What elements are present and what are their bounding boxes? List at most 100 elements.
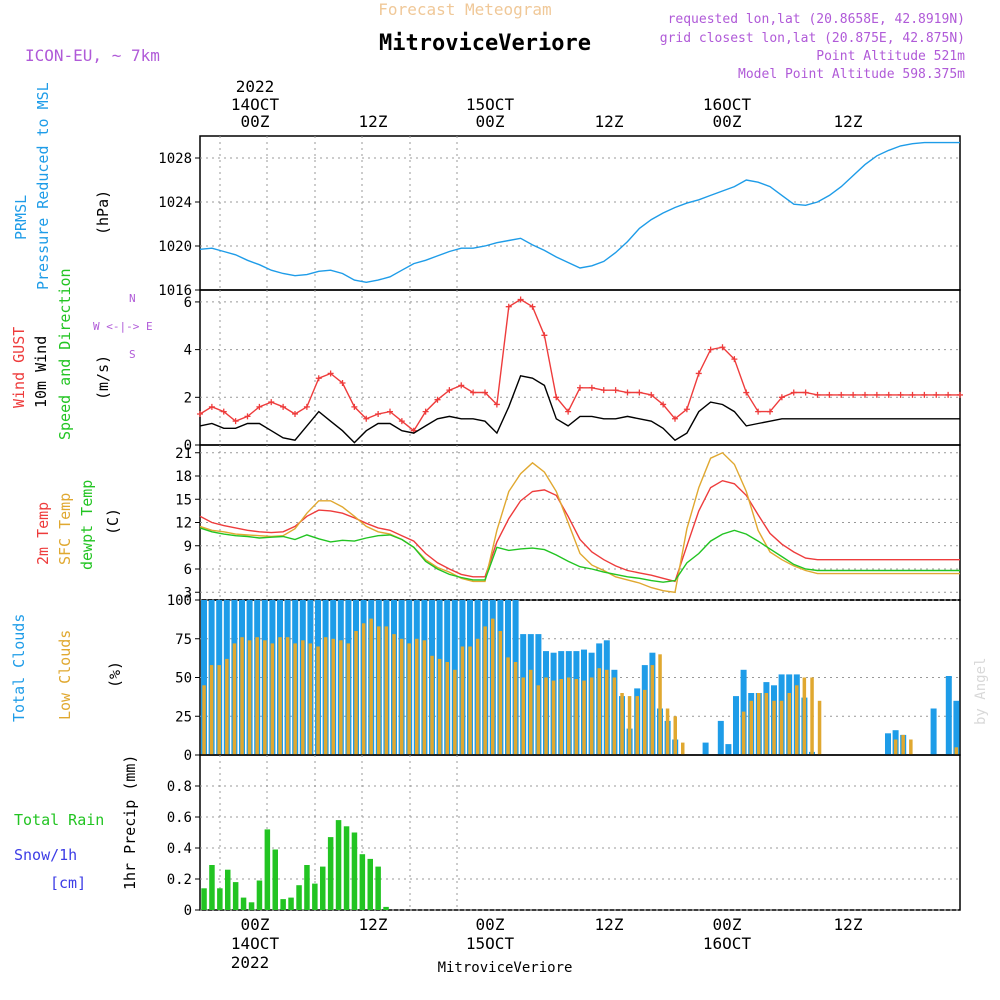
data-bar xyxy=(945,676,952,755)
cloud-unit: (%) xyxy=(106,661,124,688)
gust-marker xyxy=(814,391,821,398)
closest-coords: grid closest lon,lat (20.875E, 42.875N) xyxy=(660,31,965,46)
gust-marker xyxy=(292,411,298,417)
gust-marker xyxy=(695,370,702,377)
gust-marker xyxy=(541,332,548,339)
data-bar xyxy=(612,677,617,755)
data-bar xyxy=(673,716,677,756)
gust-marker xyxy=(945,391,952,398)
wind-unit: (m/s) xyxy=(94,355,112,400)
top-year: 2022 xyxy=(236,77,275,96)
data-bar xyxy=(772,700,776,756)
cloud-labels: Total Clouds Low Clouds (%) xyxy=(10,614,124,722)
data-bar xyxy=(339,640,343,755)
data-bar xyxy=(331,638,335,756)
data-bar xyxy=(272,849,278,910)
top-day-label: 15OCT xyxy=(466,95,515,114)
y-tick-label: 75 xyxy=(175,632,192,648)
y-tick-label: 1028 xyxy=(158,151,192,167)
y-tick-label: 6 xyxy=(184,562,192,578)
data-bar xyxy=(954,747,959,756)
data-bar xyxy=(301,640,305,755)
wind-label-3: Speed and Direction xyxy=(56,268,74,440)
data-bar xyxy=(597,668,601,755)
precip-unit: 1hr Precip (mm) xyxy=(121,755,139,890)
gust-marker xyxy=(339,380,346,386)
gust-marker xyxy=(862,391,868,398)
gust-marker xyxy=(921,391,928,398)
gust-marker xyxy=(529,303,536,310)
data-bar xyxy=(367,858,373,910)
y-tick-label: 50 xyxy=(175,671,192,687)
data-bar xyxy=(335,820,342,910)
bottom-day-label: 15OCT xyxy=(466,934,515,953)
data-bar xyxy=(749,700,753,756)
data-bar xyxy=(343,826,350,910)
pressure-label-1: PRMSL xyxy=(12,195,30,240)
gust-marker xyxy=(375,411,382,417)
gust-marker xyxy=(232,418,239,425)
data-bar xyxy=(930,708,937,755)
data-bar xyxy=(225,658,229,755)
series-line xyxy=(199,451,960,594)
hour-label: 00Z xyxy=(241,915,270,934)
gust-marker xyxy=(683,406,690,413)
gust-marker xyxy=(755,408,762,415)
panel-frame xyxy=(199,135,961,291)
gust-marker xyxy=(588,384,595,391)
series-line xyxy=(199,479,960,583)
gust-marker xyxy=(648,391,655,398)
data-bar xyxy=(407,643,411,755)
data-bar xyxy=(764,693,769,755)
data-bar xyxy=(810,677,814,755)
data-bar xyxy=(255,637,259,755)
data-bar xyxy=(483,626,487,755)
data-bar xyxy=(635,696,639,755)
gust-marker xyxy=(493,401,500,408)
gust-marker xyxy=(256,403,263,410)
data-bar xyxy=(201,888,207,910)
data-bar xyxy=(658,654,662,756)
precip-labels: Total Rain Snow/1h [cm] 1hr Precip (mm) xyxy=(14,755,139,892)
hour-label: 00Z xyxy=(713,112,742,131)
data-bar xyxy=(681,742,685,755)
bottom-day-label: 16OCT xyxy=(703,934,752,953)
data-bar xyxy=(491,618,495,755)
y-tick-label: 15 xyxy=(175,492,192,508)
data-bar xyxy=(551,680,556,755)
data-bar xyxy=(475,638,480,756)
series-line xyxy=(199,141,960,284)
data-bar xyxy=(445,662,449,755)
data-bar xyxy=(544,677,548,755)
gust-marker xyxy=(600,387,607,394)
data-bar xyxy=(377,626,381,755)
data-bar xyxy=(643,689,647,755)
temp-label-1: 2m Temp xyxy=(34,502,52,565)
gust-marker xyxy=(470,389,477,396)
hour-label: 12Z xyxy=(359,915,388,934)
data-bar xyxy=(415,638,419,756)
gust-marker xyxy=(363,415,370,422)
cloud-label-1: Total Clouds xyxy=(10,614,28,722)
data-bar xyxy=(795,685,799,756)
data-bar xyxy=(468,646,472,755)
data-bar xyxy=(232,643,237,755)
gust-marker xyxy=(553,394,560,401)
gust-marker xyxy=(873,391,880,398)
y-tick-label: 12 xyxy=(175,516,192,532)
data-bar xyxy=(209,665,214,755)
data-bar xyxy=(909,739,913,755)
bottom-hours: 00Z 12Z 00Z 12Z 00Z 12Z xyxy=(241,915,863,934)
y-tick-label: 0.8 xyxy=(167,779,192,795)
y-tick-label: 3 xyxy=(184,585,192,601)
data-bar xyxy=(201,600,207,755)
data-bar xyxy=(757,693,761,755)
data-bar xyxy=(240,897,247,910)
gust-marker xyxy=(672,415,678,422)
hour-label: 12Z xyxy=(595,915,624,934)
model-label: ICON-EU, ~ 7km xyxy=(25,46,160,65)
gust-marker xyxy=(957,391,963,398)
y-tick-label: 0 xyxy=(184,903,192,919)
temp-label-3: dewpt Temp xyxy=(78,480,96,570)
